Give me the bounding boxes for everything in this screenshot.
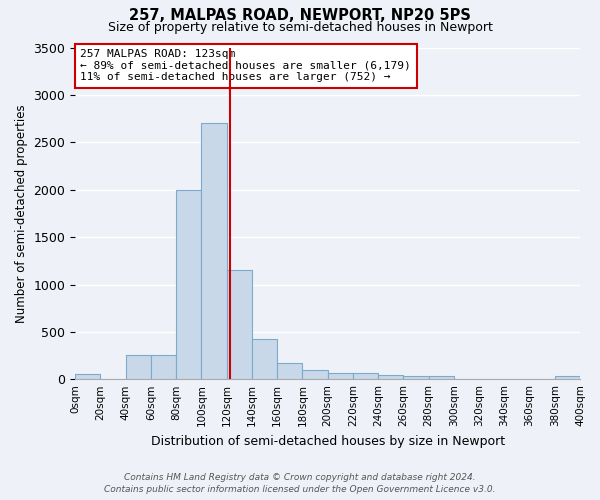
Bar xyxy=(176,190,202,380)
Text: 257, MALPAS ROAD, NEWPORT, NP20 5PS: 257, MALPAS ROAD, NEWPORT, NP20 5PS xyxy=(129,8,471,22)
Text: Size of property relative to semi-detached houses in Newport: Size of property relative to semi-detach… xyxy=(107,21,493,34)
Bar xyxy=(302,370,328,380)
Bar xyxy=(252,340,277,380)
X-axis label: Distribution of semi-detached houses by size in Newport: Distribution of semi-detached houses by … xyxy=(151,434,505,448)
Bar xyxy=(353,373,378,380)
Bar xyxy=(428,376,454,380)
Bar xyxy=(403,376,428,380)
Bar xyxy=(151,354,176,380)
Bar xyxy=(378,375,403,380)
Bar xyxy=(328,373,353,380)
Bar xyxy=(277,362,302,380)
Bar xyxy=(555,376,580,380)
Bar xyxy=(75,374,100,380)
Bar xyxy=(202,124,227,380)
Bar xyxy=(125,354,151,380)
Text: 257 MALPAS ROAD: 123sqm
← 89% of semi-detached houses are smaller (6,179)
11% of: 257 MALPAS ROAD: 123sqm ← 89% of semi-de… xyxy=(80,49,411,82)
Bar xyxy=(227,270,252,380)
Y-axis label: Number of semi-detached properties: Number of semi-detached properties xyxy=(15,104,28,322)
Text: Contains HM Land Registry data © Crown copyright and database right 2024.
Contai: Contains HM Land Registry data © Crown c… xyxy=(104,472,496,494)
